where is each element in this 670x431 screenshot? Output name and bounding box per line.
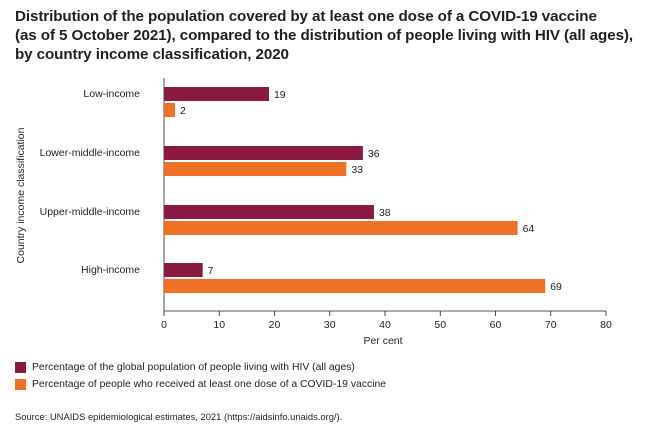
- bar-vaccine: [164, 103, 176, 117]
- legend-swatch-hiv: [15, 362, 26, 373]
- legend-label-hiv: Percentage of the global population of p…: [32, 362, 355, 373]
- category-label: Upper-middle-income: [40, 206, 141, 218]
- x-tick-label: 60: [490, 319, 502, 331]
- x-tick-label: 40: [379, 319, 391, 331]
- data-label: 7: [208, 265, 214, 277]
- source-note: Source: UNAIDS epidemiological estimates…: [15, 411, 343, 422]
- data-label: 19: [274, 89, 286, 101]
- chart-title-line: (as of 5 October 2021), compared to the …: [15, 27, 633, 44]
- bar-hiv: [164, 146, 363, 160]
- chart-title: Distribution of the population covered b…: [15, 7, 667, 64]
- category-label: High-income: [81, 264, 140, 276]
- legend-label-vaccine: Percentage of people who received at lea…: [32, 379, 387, 390]
- x-tick-label: 30: [324, 319, 336, 331]
- x-tick-label: 0: [161, 319, 167, 331]
- x-axis-label: Per cent: [363, 335, 402, 347]
- x-tick-label: 20: [269, 319, 281, 331]
- x-tick-label: 50: [434, 319, 446, 331]
- data-label: 36: [368, 148, 380, 160]
- category-label: Lower-middle-income: [40, 147, 141, 159]
- x-tick-label: 70: [545, 319, 557, 331]
- legend-item-hiv: Percentage of the global population of p…: [15, 359, 386, 376]
- chart-title-line: Distribution of the population covered b…: [15, 8, 597, 25]
- data-label: 69: [550, 281, 562, 293]
- legend-swatch-vaccine: [15, 379, 26, 390]
- category-label: Low-income: [83, 88, 140, 100]
- bar-hiv: [164, 263, 203, 277]
- bar-hiv: [164, 87, 269, 101]
- bar-vaccine: [164, 279, 546, 293]
- x-tick-label: 10: [213, 319, 225, 331]
- bar-vaccine: [164, 221, 518, 235]
- legend: Percentage of the global population of p…: [15, 359, 386, 393]
- bar-vaccine: [164, 162, 347, 176]
- chart-title-line: by country income classification, 2020: [15, 46, 289, 63]
- data-label: 2: [180, 105, 186, 117]
- x-tick-label: 80: [600, 319, 612, 331]
- y-axis-label: Country income classification: [15, 127, 27, 263]
- legend-item-vaccine: Percentage of people who received at lea…: [15, 376, 386, 393]
- bar-hiv: [164, 205, 374, 219]
- data-label: 33: [351, 164, 363, 176]
- data-label: 64: [523, 223, 535, 235]
- data-label: 38: [379, 207, 391, 219]
